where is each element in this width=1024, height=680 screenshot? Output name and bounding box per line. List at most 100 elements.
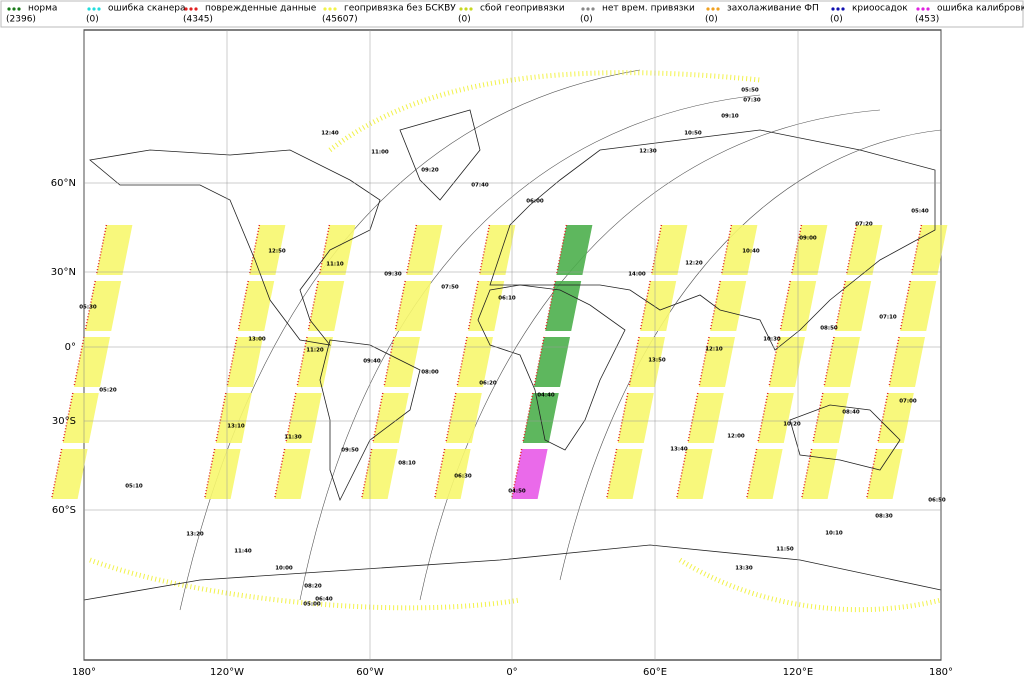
swath-segment <box>824 337 860 387</box>
swath-edge <box>237 280 249 332</box>
coastlines <box>83 109 942 601</box>
swath-segment <box>556 225 593 275</box>
swath-edge <box>296 336 308 388</box>
pass-time-label: 06:10 <box>498 296 516 302</box>
swath-edge <box>757 392 769 444</box>
pass-time-label: 05:30 <box>79 305 97 311</box>
legend-marker <box>921 7 925 11</box>
x-tick-label: 0° <box>506 667 517 678</box>
pass-time-label: 10:40 <box>742 249 760 255</box>
swath-segment <box>746 449 783 499</box>
x-tick-label: 60°W <box>356 667 384 678</box>
pass-time-label: 05:10 <box>125 484 143 490</box>
swath-segment <box>911 225 948 275</box>
swath-edge <box>768 336 780 388</box>
swath-edge <box>650 224 663 276</box>
swath-segment <box>406 225 443 275</box>
pass-time-label: 07:20 <box>855 222 873 228</box>
pass-time-label: 11:10 <box>326 262 344 268</box>
swath-edge <box>745 448 758 500</box>
swath-segment <box>395 281 432 331</box>
x-tick-label: 180° <box>72 667 96 678</box>
pass-time-label: 11:30 <box>284 435 302 441</box>
swath-edge <box>50 448 63 500</box>
legend-marker <box>464 7 468 11</box>
pass-time-label: 09:10 <box>721 114 739 120</box>
x-tick-label: 60°E <box>643 667 667 678</box>
legend-label: поврежденные данные <box>205 4 317 14</box>
swath-segment <box>769 337 805 387</box>
pass-time-label: 05:40 <box>911 209 929 215</box>
legend-marker <box>916 7 920 11</box>
legend-count: (0) <box>580 15 593 25</box>
pass-time-label: 10:30 <box>763 337 781 343</box>
legend-marker <box>586 7 590 11</box>
legend-marker <box>459 7 463 11</box>
swath-edge <box>555 224 568 276</box>
legend-marker <box>591 7 595 11</box>
swath-edge <box>478 224 491 276</box>
swath-segment <box>699 337 735 387</box>
pass-time-label: 10:20 <box>783 422 801 428</box>
swath-edge <box>84 280 96 332</box>
pass-time-label: 13:20 <box>186 532 204 538</box>
legend-count: (453) <box>915 15 939 25</box>
swath-edge <box>639 280 651 332</box>
pass-time-label: 08:20 <box>304 584 322 590</box>
pass-time-label: 12:30 <box>639 149 657 155</box>
swath-edge <box>433 448 446 500</box>
pass-time-label: 13:40 <box>670 447 688 453</box>
swath-segment <box>889 337 925 387</box>
swath-edge <box>318 224 331 276</box>
swath-edge <box>698 336 710 388</box>
swath-edge <box>203 448 216 500</box>
swath-edge <box>248 224 261 276</box>
legend-count: (0) <box>458 15 471 25</box>
swath-segment <box>274 449 311 499</box>
swath-edge <box>405 224 418 276</box>
legend-marker <box>194 7 198 11</box>
pass-time-label: 12:20 <box>685 261 703 267</box>
swath-segment <box>372 393 409 443</box>
swath-segment <box>640 281 677 331</box>
pass-time-label: 08:10 <box>398 461 416 467</box>
legend-marker <box>716 7 720 11</box>
pass-time-label: 11:20 <box>306 348 324 354</box>
legend-marker <box>17 7 21 11</box>
swath-segment <box>319 225 356 275</box>
legend-marker <box>926 7 930 11</box>
swath-edge <box>790 224 803 276</box>
swath-edge <box>877 392 889 444</box>
africa <box>477 284 626 451</box>
pass-time-label: 10:10 <box>825 531 843 537</box>
swath-segment <box>434 449 471 499</box>
pass-time-label: 07:50 <box>441 285 459 291</box>
swath-edge <box>865 448 878 500</box>
swath-edge <box>800 448 813 500</box>
pass-time-label: 11:40 <box>234 549 252 555</box>
orbit-track <box>299 94 761 601</box>
swath-segment <box>297 337 333 387</box>
legend-marker <box>328 7 332 11</box>
swath-edge <box>812 392 824 444</box>
y-tick-label: 0° <box>65 342 76 353</box>
swath-segment <box>791 225 828 275</box>
north-america <box>89 149 381 346</box>
antarctica <box>83 544 942 601</box>
legend-marker <box>841 7 845 11</box>
y-tick-label: 60°S <box>52 505 76 516</box>
legend-marker <box>97 7 101 11</box>
swath-edge <box>617 392 629 444</box>
swath-edge <box>845 224 858 276</box>
legend-label: нет врем. привязки <box>602 4 695 14</box>
pass-time-label: 12:40 <box>321 131 339 137</box>
legend-marker <box>711 7 715 11</box>
legend-count: (2396) <box>6 15 36 25</box>
legend-count: (0) <box>705 15 718 25</box>
pass-time-label: 09:40 <box>363 359 381 365</box>
pass-time-label: 07:40 <box>471 183 489 189</box>
pass-time-label: 14:00 <box>628 272 646 278</box>
swath-edge <box>215 392 227 444</box>
swath-edge <box>226 336 238 388</box>
